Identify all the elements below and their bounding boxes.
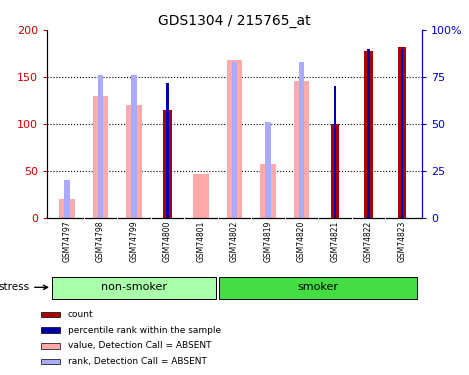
Text: smoker: smoker — [298, 282, 339, 292]
Bar — [60, 199, 75, 217]
Bar — [131, 75, 136, 217]
Text: GSM74798: GSM74798 — [96, 220, 105, 262]
Text: percentile rank within the sample: percentile rank within the sample — [68, 326, 220, 334]
Bar — [398, 47, 406, 217]
FancyBboxPatch shape — [52, 278, 216, 299]
Bar — [367, 49, 370, 217]
Bar — [260, 164, 276, 218]
Text: GSM74822: GSM74822 — [364, 220, 373, 262]
Text: rank, Detection Call = ABSENT: rank, Detection Call = ABSENT — [68, 357, 206, 366]
Bar — [41, 327, 60, 333]
Bar — [163, 110, 172, 218]
Text: GSM74800: GSM74800 — [163, 220, 172, 262]
Bar — [127, 105, 142, 218]
Text: GSM74799: GSM74799 — [129, 220, 138, 262]
Text: GSM74820: GSM74820 — [297, 220, 306, 262]
Text: GSM74797: GSM74797 — [62, 220, 71, 262]
Text: non-smoker: non-smoker — [101, 282, 167, 292]
Bar — [93, 96, 108, 218]
Bar — [333, 86, 336, 218]
Text: GSM74821: GSM74821 — [331, 220, 340, 262]
Bar — [265, 122, 271, 218]
Bar — [227, 60, 242, 217]
Text: count: count — [68, 310, 93, 319]
Bar — [232, 62, 237, 217]
Bar — [401, 49, 403, 217]
Bar — [41, 312, 60, 317]
Text: GSM74801: GSM74801 — [197, 220, 205, 262]
Bar — [364, 51, 373, 217]
Title: GDS1304 / 215765_at: GDS1304 / 215765_at — [158, 13, 311, 28]
Text: GSM74819: GSM74819 — [264, 220, 272, 262]
Text: value, Detection Call = ABSENT: value, Detection Call = ABSENT — [68, 341, 211, 350]
FancyBboxPatch shape — [219, 278, 417, 299]
Bar — [41, 343, 60, 349]
Bar — [299, 62, 304, 217]
Bar — [98, 75, 103, 217]
Bar — [331, 124, 339, 218]
Bar — [294, 81, 309, 218]
Bar — [64, 180, 69, 218]
Bar — [41, 358, 60, 364]
Text: GSM74823: GSM74823 — [398, 220, 407, 262]
Bar — [193, 174, 209, 217]
Bar — [166, 82, 169, 218]
Text: GSM74802: GSM74802 — [230, 220, 239, 262]
Text: stress: stress — [0, 282, 47, 292]
